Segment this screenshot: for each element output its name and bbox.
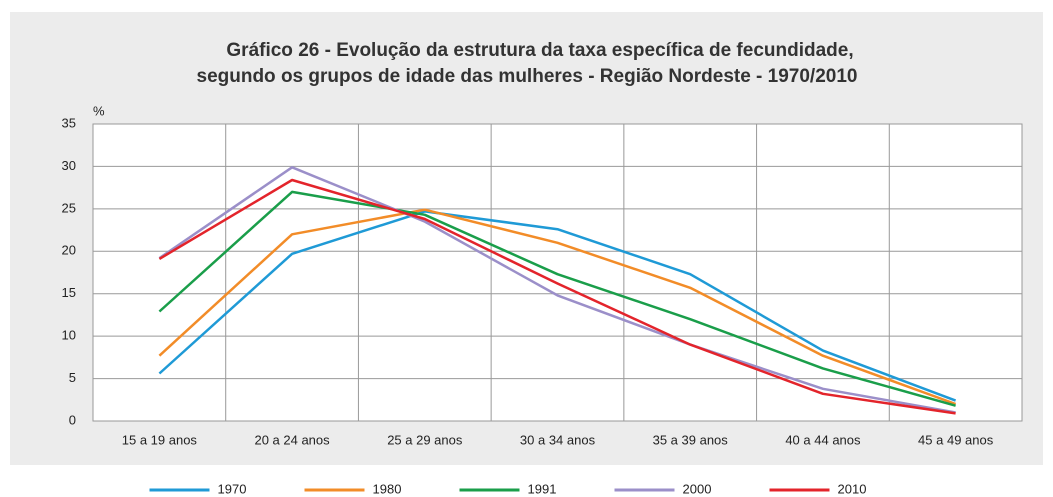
legend-label: 2010	[838, 481, 867, 496]
series-line	[158, 190, 956, 407]
series-line	[158, 210, 957, 402]
y-tick-label: 20	[62, 243, 76, 258]
y-axis-label: %	[93, 103, 105, 118]
series-line	[158, 166, 956, 414]
chart-title: segundo os grupos de idade das mulheres …	[197, 66, 858, 87]
y-tick-label: 0	[69, 412, 76, 427]
y-tick-label: 25	[62, 200, 76, 215]
legend-label: 2000	[683, 481, 712, 496]
y-tick-label: 5	[69, 370, 76, 385]
x-tick-label: 40 a 44 anos	[785, 432, 861, 447]
y-tick-label: 15	[62, 285, 76, 300]
x-tick-label: 15 a 19 anos	[122, 432, 198, 447]
x-tick-label: 25 a 29 anos	[387, 432, 463, 447]
series-line	[158, 208, 957, 406]
y-tick-label: 35	[62, 115, 76, 130]
x-tick-label: 35 a 39 anos	[653, 432, 729, 447]
x-tick-label: 30 a 34 anos	[520, 432, 596, 447]
legend-label: 1970	[218, 481, 247, 496]
chart-title: Gráfico 26 - Evolução da estrutura da ta…	[226, 40, 853, 61]
x-tick-label: 20 a 24 anos	[254, 432, 330, 447]
series-line	[158, 178, 956, 415]
y-tick-label: 30	[62, 158, 76, 173]
legend-label: 1991	[528, 481, 557, 496]
x-tick-label: 45 a 49 anos	[918, 432, 994, 447]
legend-label: 1980	[373, 481, 402, 496]
y-tick-label: 10	[62, 328, 76, 343]
